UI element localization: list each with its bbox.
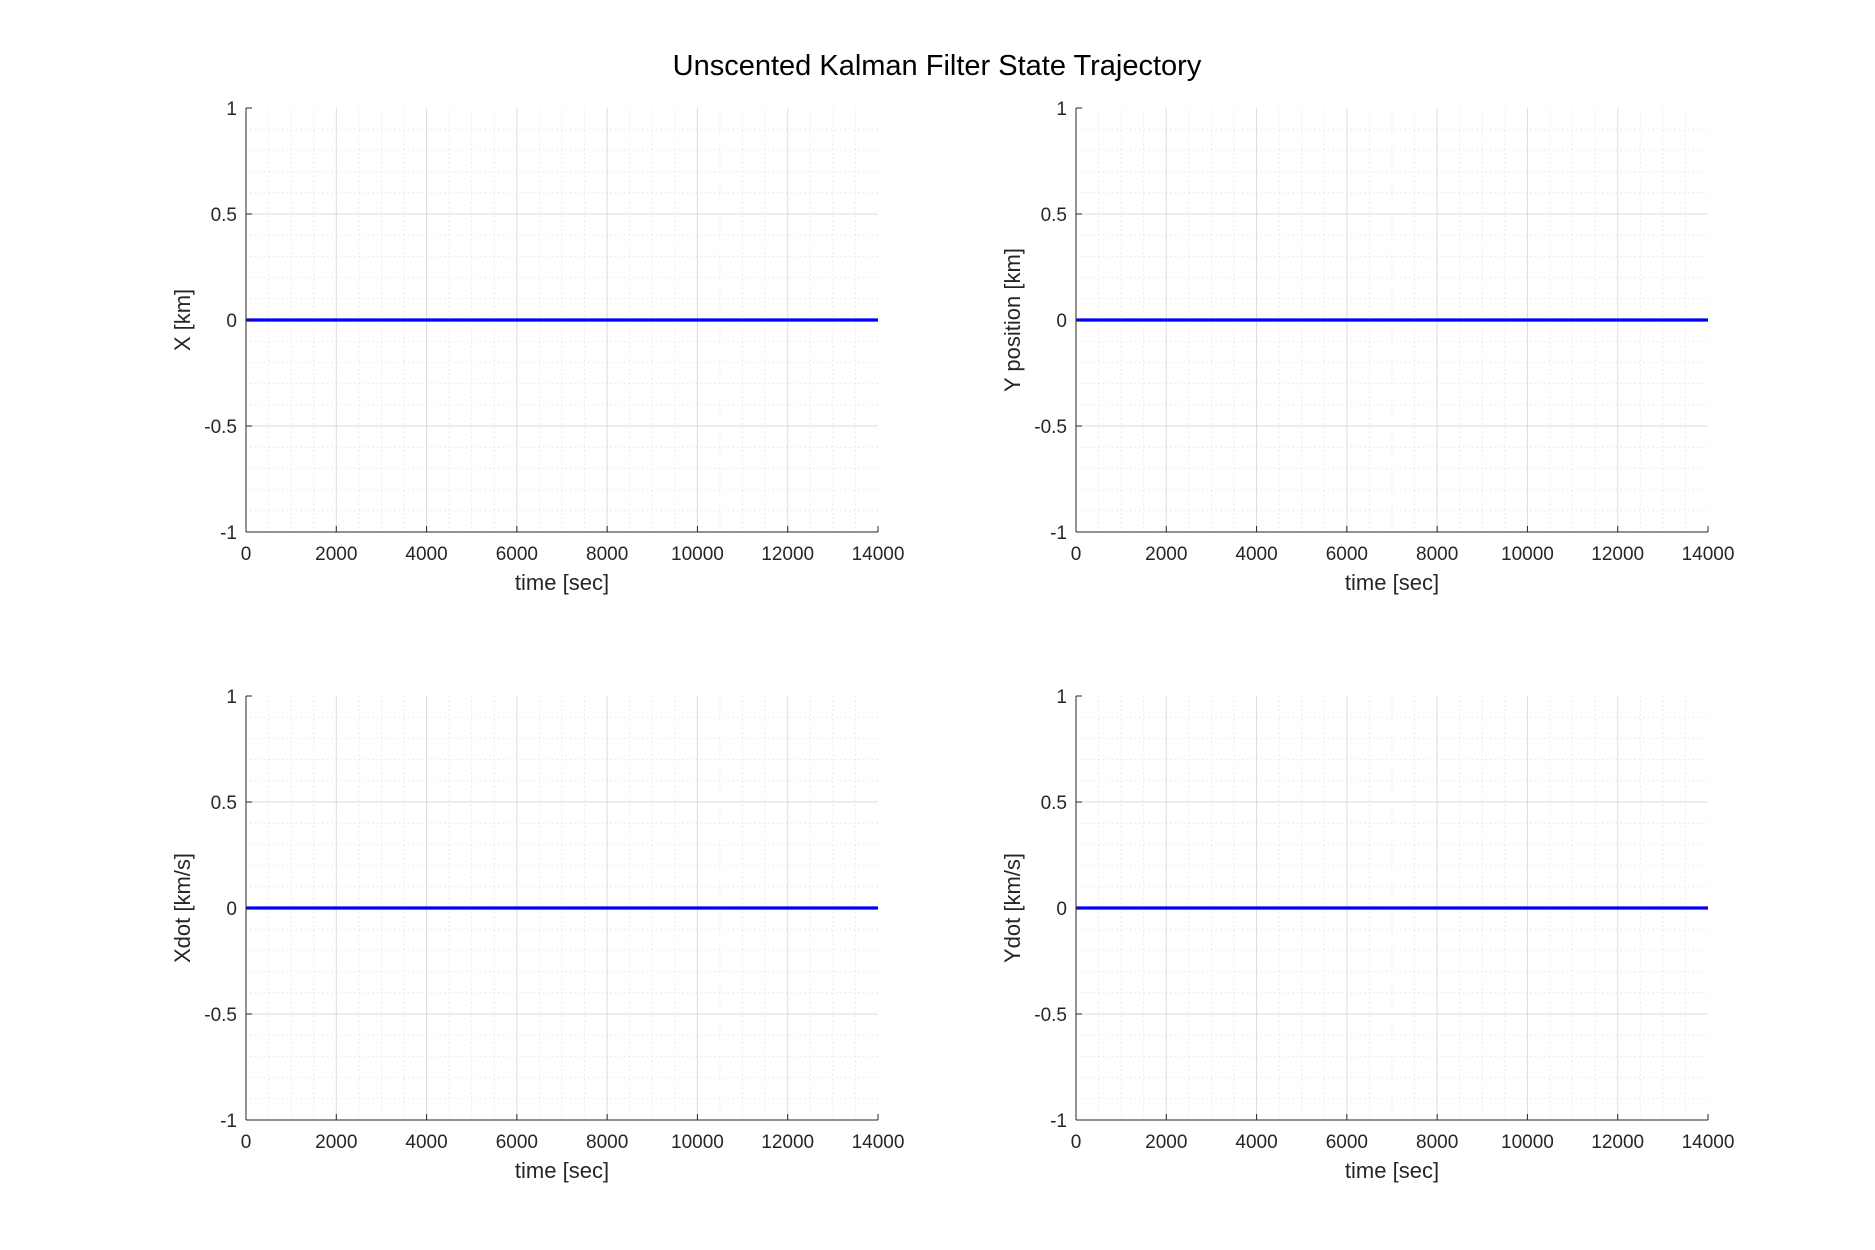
subplot-2: 0 2000 4000 6000 8000 10000 12000 14000 -1 -0.5 0 0… <box>1000 99 1734 595</box>
y-tick-label: -0.5 <box>1034 417 1067 438</box>
x-tick-label: 6000 <box>496 1132 538 1153</box>
subplot-grid: 0 2000 4000 6000 8000 10000 12000 14000-1-0.500… <box>170 99 1734 1183</box>
y-tick-label: 0.5 <box>211 793 237 814</box>
y-tick-label: -1 <box>1050 523 1067 544</box>
y-tick-label: -1 <box>220 1111 237 1132</box>
x-tick-label: 0 <box>241 544 252 565</box>
x-axis-label: time [sec] <box>1345 1158 1439 1183</box>
x-tick-label: 4000 <box>405 544 447 565</box>
x-tick-label: 4000 <box>1235 1132 1277 1153</box>
x-tick-label: 6000 <box>1326 1132 1368 1153</box>
x-tick-label: 0 <box>241 1132 252 1153</box>
x-tick-label: 2000 <box>315 1132 357 1153</box>
x-tick-label: 2000 <box>315 544 357 565</box>
x-tick-label: 6000 <box>1326 544 1368 565</box>
figure-title: Unscented Kalman Filter State Trajectory <box>673 50 1202 82</box>
y-axis-label: Xdot [km/s] <box>170 853 195 963</box>
x-tick-label: 8000 <box>1416 544 1458 565</box>
x-tick-label: 8000 <box>586 544 628 565</box>
subplot-3: 0 2000 4000 6000 8000 10000 12000 14000 -1 -0.5 0 0… <box>170 687 904 1183</box>
x-tick-label: 8000 <box>586 1132 628 1153</box>
x-tick-label: 12000 <box>1591 1132 1644 1153</box>
y-tick-label: 0.5 <box>1041 793 1067 814</box>
x-tick-label: 4000 <box>405 1132 447 1153</box>
y-tick-label: -1 <box>1050 1111 1067 1132</box>
y-axis-label: X [km] <box>170 289 195 351</box>
x-tick-label: 12000 <box>1591 544 1644 565</box>
y-tick-label: 1 <box>226 687 237 708</box>
x-tick-label: 10000 <box>671 1132 724 1153</box>
y-tick-label: 0 <box>226 311 237 332</box>
x-tick-label: 6000 <box>496 544 538 565</box>
x-tick-label: 14000 <box>852 1132 905 1153</box>
y-tick-label: 1 <box>1056 687 1067 708</box>
y-tick-label: 0.5 <box>1041 205 1067 226</box>
x-tick-label: 0 <box>1071 1132 1082 1153</box>
x-tick-label: 10000 <box>671 544 724 565</box>
y-tick-label: 0 <box>1056 311 1067 332</box>
x-tick-label: 12000 <box>761 544 814 565</box>
y-axis-label: Y position [km] <box>1000 248 1025 392</box>
x-tick-label: 10000 <box>1501 544 1554 565</box>
y-tick-label: -0.5 <box>1034 1005 1067 1026</box>
y-tick-label: 1 <box>1056 99 1067 120</box>
subplot-1: 0 2000 4000 6000 8000 10000 12000 14000 -1 -0.5 0 0… <box>170 99 904 595</box>
x-axis-label: time [sec] <box>515 1158 609 1183</box>
x-axis-label: time [sec] <box>1345 570 1439 595</box>
x-tick-label: 8000 <box>1416 1132 1458 1153</box>
y-tick-label: -1 <box>220 523 237 544</box>
y-tick-label: 1 <box>226 99 237 120</box>
x-tick-label: 14000 <box>1682 544 1735 565</box>
subplot-4: 0 2000 4000 6000 8000 10000 12000 14000 -1 -0.5 0 0… <box>1000 687 1734 1183</box>
x-tick-label: 14000 <box>852 544 905 565</box>
x-tick-label: 2000 <box>1145 544 1187 565</box>
y-tick-label: 0 <box>226 899 237 920</box>
x-tick-label: 0 <box>1071 544 1082 565</box>
y-axis-label: Ydot [km/s] <box>1000 853 1025 963</box>
y-tick-label: 0 <box>1056 899 1067 920</box>
x-tick-label: 10000 <box>1501 1132 1554 1153</box>
x-tick-label: 4000 <box>1235 544 1277 565</box>
x-tick-label: 2000 <box>1145 1132 1187 1153</box>
y-tick-label: -0.5 <box>204 1005 237 1026</box>
y-tick-label: 0.5 <box>211 205 237 226</box>
y-tick-label: -0.5 <box>204 417 237 438</box>
x-tick-label: 12000 <box>761 1132 814 1153</box>
x-tick-label: 14000 <box>1682 1132 1735 1153</box>
x-axis-label: time [sec] <box>515 570 609 595</box>
